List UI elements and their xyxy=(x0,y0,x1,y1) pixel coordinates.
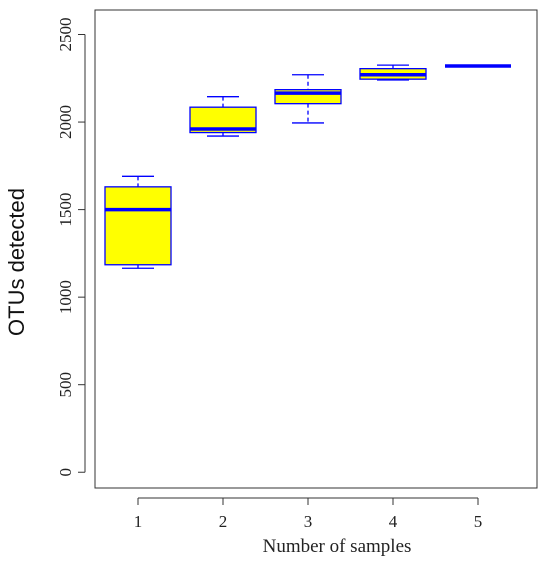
y-axis-title: OTUs detected xyxy=(4,188,29,336)
x-tick-label: 5 xyxy=(474,512,483,531)
y-tick-label: 0 xyxy=(56,468,75,477)
y-tick-label: 2000 xyxy=(56,105,75,139)
x-tick-label: 4 xyxy=(389,512,398,531)
x-tick-label: 1 xyxy=(134,512,143,531)
x-axis-title: Number of samples xyxy=(263,536,412,557)
plot-frame xyxy=(94,9,538,489)
y-tick-label: 1000 xyxy=(56,280,75,314)
x-tick-label: 2 xyxy=(219,512,228,531)
y-tick-label: 500 xyxy=(56,372,75,398)
box-1 xyxy=(104,186,172,266)
y-tick-label: 1500 xyxy=(56,193,75,227)
y-tick-label: 2500 xyxy=(56,18,75,52)
x-tick-label: 3 xyxy=(304,512,313,531)
